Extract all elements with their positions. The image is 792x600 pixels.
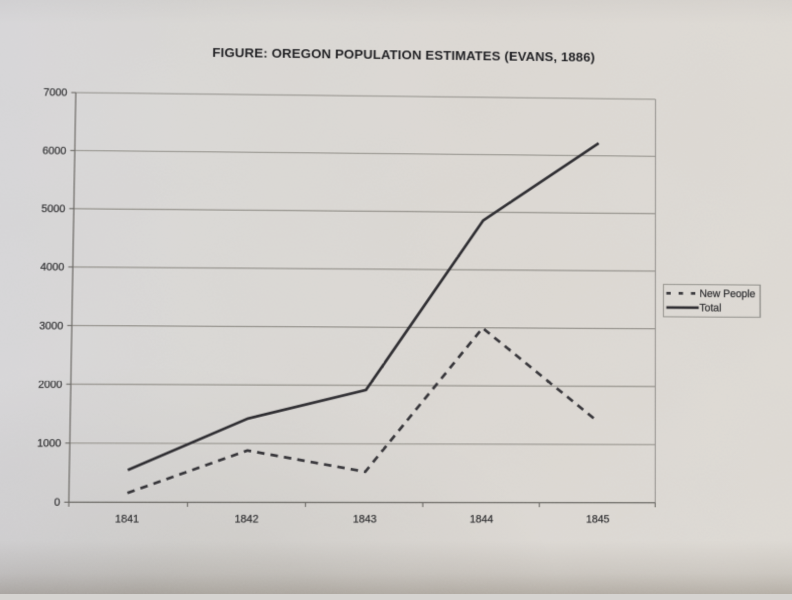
svg-text:1844: 1844 <box>470 513 494 525</box>
svg-text:1842: 1842 <box>235 513 259 525</box>
svg-text:5000: 5000 <box>41 203 65 215</box>
svg-text:0: 0 <box>54 497 60 509</box>
svg-text:FIGURE: OREGON POPULATION ESTI: FIGURE: OREGON POPULATION ESTIMATES (EVA… <box>212 45 595 65</box>
svg-text:1841: 1841 <box>115 513 139 525</box>
svg-text:7000: 7000 <box>43 87 67 99</box>
svg-text:New People: New People <box>699 288 755 300</box>
svg-text:2000: 2000 <box>38 379 62 391</box>
svg-text:1845: 1845 <box>586 513 610 525</box>
svg-text:3000: 3000 <box>39 320 63 332</box>
svg-text:4000: 4000 <box>40 261 64 273</box>
svg-text:Total: Total <box>699 302 721 314</box>
svg-text:1843: 1843 <box>353 513 377 525</box>
svg-text:1000: 1000 <box>37 438 61 450</box>
svg-text:6000: 6000 <box>42 145 66 157</box>
